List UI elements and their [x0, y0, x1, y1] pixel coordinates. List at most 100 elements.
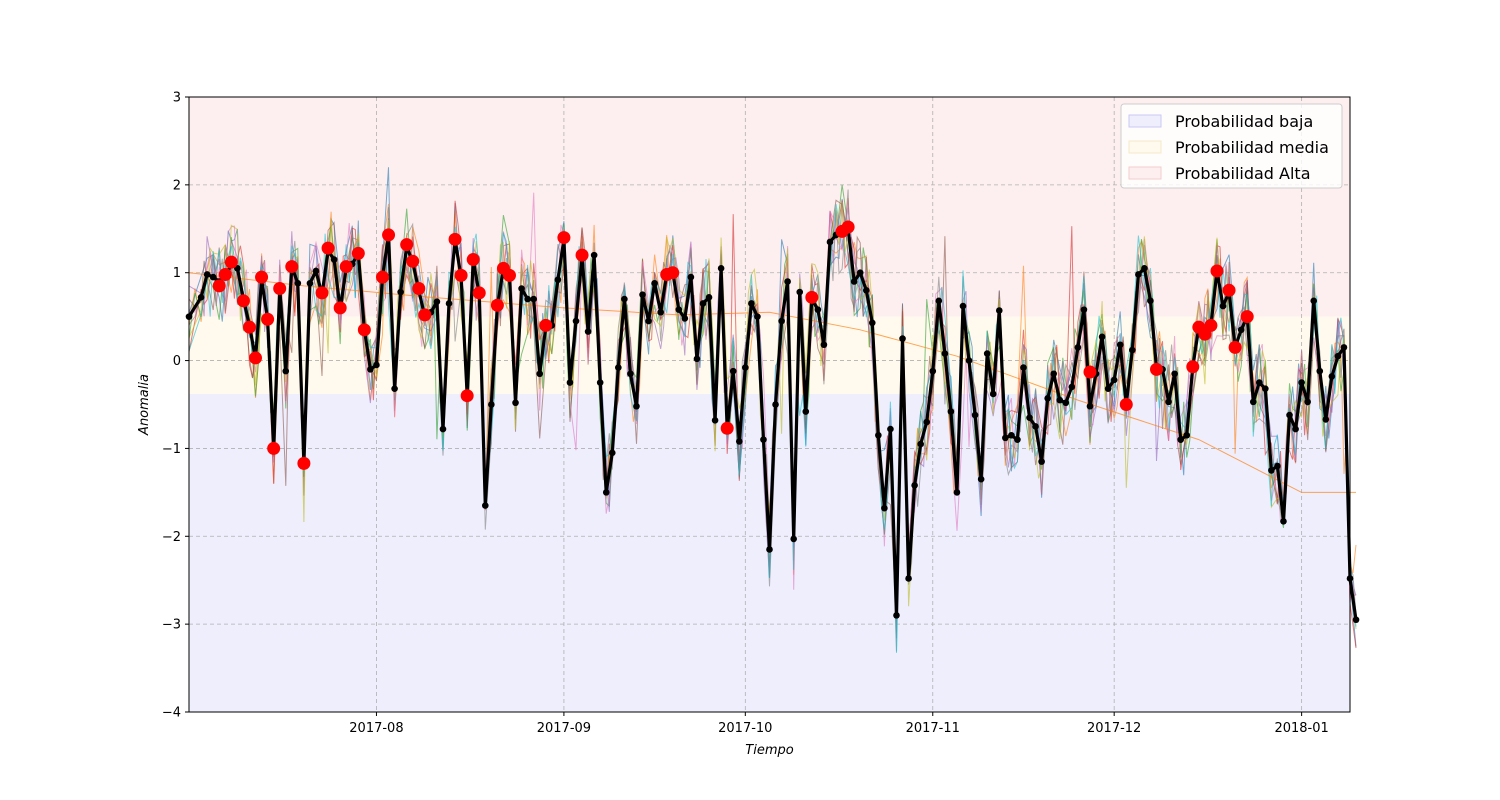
y-tick-label-2: 1 [173, 266, 181, 281]
main-series-point-90 [735, 438, 743, 445]
main-series-point-82 [687, 273, 695, 281]
main-series-point-132 [989, 390, 997, 398]
highlight-point-0 [212, 279, 226, 293]
main-series-point-95 [766, 546, 773, 553]
main-series-point-134 [1002, 434, 1009, 442]
highlight-point-34 [575, 248, 589, 262]
trend-series-group [188, 272, 1356, 493]
main-series-point-33 [391, 385, 398, 392]
highlight-point-42 [1119, 398, 1133, 411]
highlight-point-9 [273, 282, 287, 296]
main-series-point-2 [203, 271, 211, 278]
main-series-point-113 [875, 431, 882, 439]
main-series-point-136 [1014, 436, 1021, 443]
main-series-point-41 [439, 425, 447, 433]
highlight-point-25 [454, 268, 468, 282]
x-tick-label-0: 2017-08 [349, 721, 403, 736]
highlight-point-41 [1083, 365, 1097, 379]
main-series-point-93 [754, 313, 761, 320]
main-series-point-115 [887, 425, 894, 433]
highlight-point-5 [249, 351, 263, 365]
main-series-point-92 [748, 300, 755, 307]
highlight-point-28 [472, 286, 486, 300]
main-series-point-87 [717, 265, 725, 272]
main-series-point-135 [1008, 431, 1015, 439]
main-series-point-121 [923, 418, 931, 426]
y-tick-label-6: −3 [162, 618, 181, 633]
highlight-point-17 [357, 323, 371, 337]
main-series-point-177 [1262, 385, 1269, 392]
highlight-point-22 [412, 282, 426, 296]
main-series-point-147 [1080, 306, 1088, 313]
main-series-point-70 [615, 364, 622, 371]
legend-swatch-2 [1128, 166, 1162, 180]
y-tick-label-7: −4 [162, 706, 181, 721]
main-series-point-124 [941, 350, 949, 357]
main-series-point-158 [1147, 297, 1154, 305]
main-series-point-192 [1352, 616, 1360, 624]
main-series-point-138 [1026, 414, 1033, 421]
main-series-point-104 [820, 341, 828, 349]
main-series-point-97 [778, 317, 785, 325]
main-series-point-110 [856, 269, 864, 277]
highlight-point-18 [376, 270, 389, 284]
main-series-point-40 [433, 298, 441, 306]
main-series-point-53 [512, 399, 519, 407]
highlight-point-47 [1204, 318, 1218, 332]
highlight-point-43 [1150, 362, 1163, 376]
main-series-point-56 [530, 295, 537, 303]
main-series-point-20 [312, 267, 320, 275]
highlight-point-49 [1222, 283, 1236, 297]
main-series-point-19 [306, 279, 314, 287]
main-series-point-68 [602, 489, 610, 496]
main-series-point-34 [397, 288, 404, 296]
main-series-point-86 [711, 417, 719, 424]
main-series-point-63 [572, 317, 580, 325]
main-series-point-163 [1177, 436, 1184, 443]
main-series-point-185 [1310, 297, 1318, 305]
main-series-point-54 [518, 285, 525, 292]
highlight-point-10 [285, 260, 299, 274]
main-series-point-120 [917, 440, 924, 448]
highlight-point-51 [1240, 310, 1254, 324]
main-series-point-111 [862, 286, 870, 294]
y-axis-label: Anomalia [137, 374, 152, 436]
main-series-point-130 [977, 475, 985, 483]
main-series-point-66 [590, 251, 598, 259]
legend-label-2: Probabilidad Alta [1175, 164, 1311, 183]
main-series-point-175 [1249, 398, 1257, 406]
main-series-point-119 [911, 482, 918, 489]
main-series-point-164 [1183, 431, 1191, 439]
main-series-point-49 [488, 401, 495, 408]
main-series-point-162 [1171, 370, 1178, 378]
highlight-point-19 [382, 228, 396, 242]
plot-frame [188, 96, 1351, 713]
main-series-point-146 [1074, 344, 1082, 351]
x-tick-label-4: 2017-12 [1087, 721, 1141, 736]
x-tick-label-3: 2017-11 [906, 721, 960, 736]
main-series-point-170 [1219, 302, 1227, 310]
main-series-point-3 [209, 273, 217, 281]
legend-label-1: Probabilidad media [1175, 138, 1329, 157]
main-series-point-133 [995, 307, 1003, 314]
main-series-point-89 [729, 367, 737, 375]
y-tick-label-5: −2 [162, 530, 181, 545]
main-series-point-131 [983, 350, 991, 357]
highlight-point-4 [242, 320, 256, 334]
highlight-point-31 [502, 268, 516, 282]
trend-series-line [188, 272, 1356, 493]
highlight-point-50 [1228, 340, 1242, 354]
main-series-point-96 [772, 401, 779, 408]
main-series-point-182 [1292, 425, 1299, 433]
main-series-point-42 [445, 300, 453, 307]
main-series-point-69 [608, 449, 616, 457]
main-series-point-72 [627, 370, 634, 378]
highlight-point-23 [418, 308, 432, 322]
main-series-point-112 [868, 319, 876, 327]
highlight-point-16 [351, 246, 365, 260]
highlight-point-48 [1210, 264, 1224, 278]
main-series-point-62 [566, 379, 574, 386]
highlight-point-20 [400, 238, 414, 252]
x-tick-label-1: 2017-09 [537, 721, 591, 736]
